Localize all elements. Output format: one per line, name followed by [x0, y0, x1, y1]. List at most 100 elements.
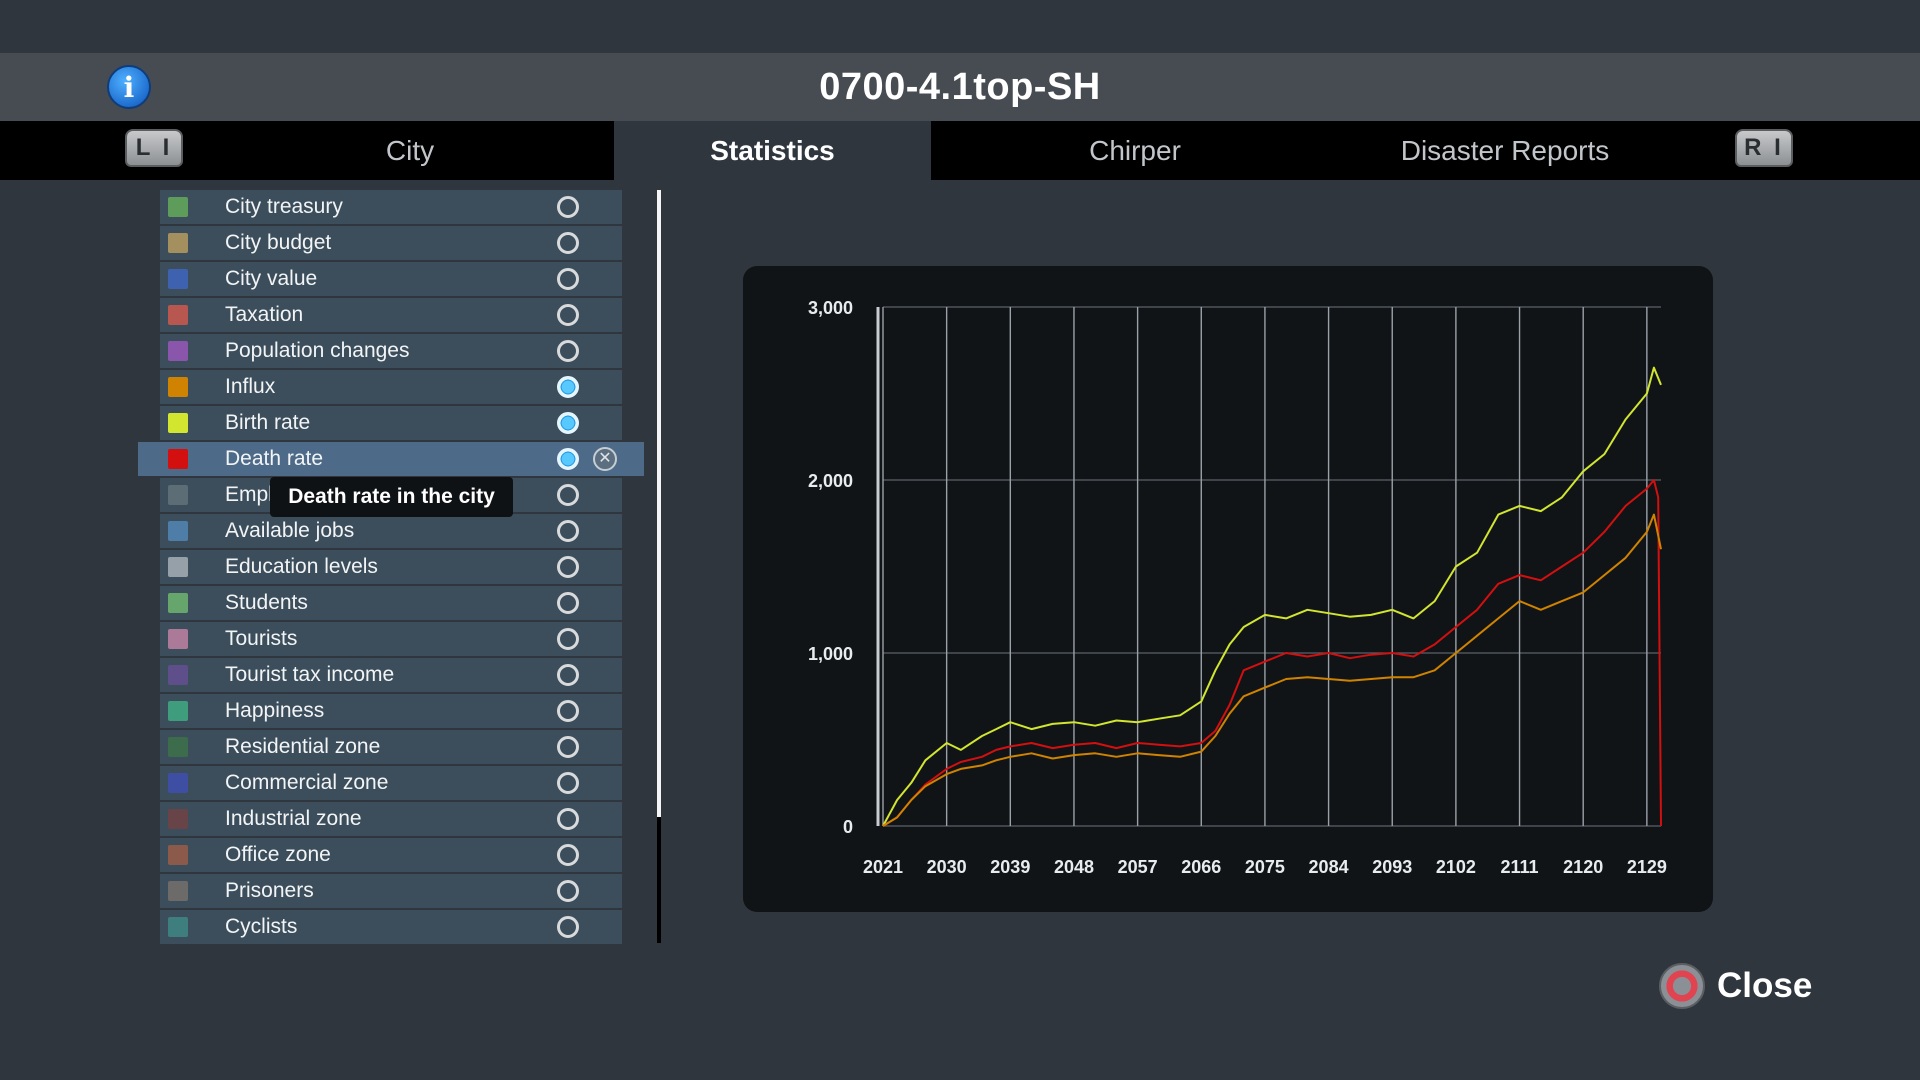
- toggle-radio[interactable]: [557, 340, 579, 362]
- color-swatch: [168, 845, 188, 865]
- stat-label: City value: [225, 267, 318, 290]
- stat-label: Industrial zone: [225, 807, 362, 830]
- stat-row[interactable]: Birth rate: [160, 406, 622, 440]
- toggle-radio[interactable]: [557, 916, 579, 938]
- stat-label: Available jobs: [225, 519, 355, 542]
- stat-row[interactable]: Prisoners: [160, 874, 622, 908]
- stat-label: Cyclists: [225, 915, 298, 938]
- stat-label: City treasury: [225, 195, 343, 218]
- toggle-radio[interactable]: [557, 844, 579, 866]
- color-swatch: [168, 593, 188, 613]
- toggle-radio[interactable]: [557, 880, 579, 902]
- stat-row[interactable]: Education levels: [160, 550, 622, 584]
- stat-row[interactable]: Death rate ✕: [138, 442, 644, 476]
- toggle-radio[interactable]: [557, 772, 579, 794]
- tooltip: Death rate in the city: [270, 477, 513, 517]
- stat-label: Taxation: [225, 303, 304, 326]
- x-tick-label: 2120: [1563, 857, 1603, 877]
- stat-label: Prisoners: [225, 879, 314, 902]
- x-tick-label: 2057: [1118, 857, 1158, 877]
- x-tick-label: 2102: [1436, 857, 1476, 877]
- x-tick-label: 2021: [863, 857, 903, 877]
- remove-icon[interactable]: ✕: [593, 447, 617, 471]
- statistics-list: City treasury City budget City value Taxati…: [138, 190, 644, 946]
- stat-row[interactable]: Taxation: [160, 298, 622, 332]
- toggle-radio[interactable]: [557, 484, 579, 506]
- stat-row[interactable]: Students: [160, 586, 622, 620]
- stat-label: Tourists: [225, 627, 298, 650]
- color-swatch: [168, 773, 188, 793]
- toggle-radio[interactable]: [557, 628, 579, 650]
- close-label: Close: [1717, 966, 1813, 1005]
- color-swatch: [168, 233, 188, 253]
- close-button[interactable]: Close: [1659, 961, 1812, 1011]
- stat-row[interactable]: City budget: [160, 226, 622, 260]
- color-swatch: [168, 413, 188, 433]
- color-swatch: [168, 197, 188, 217]
- toggle-radio[interactable]: [557, 448, 579, 470]
- toggle-radio[interactable]: [557, 736, 579, 758]
- y-tick-label: 0: [843, 817, 853, 837]
- stat-row[interactable]: Population changes: [160, 334, 622, 368]
- stat-row[interactable]: Office zone: [160, 838, 622, 872]
- statistics-chart: 0 1,000 2,000 3,000 2021 2030 2039 2048 2057 2066…: [808, 298, 1667, 877]
- stat-label: Students: [225, 591, 308, 614]
- y-tick-label: 1,000: [808, 644, 853, 664]
- tab-statistics[interactable]: Statistics: [614, 121, 931, 180]
- stat-label: Death rate: [225, 447, 324, 470]
- stat-row[interactable]: Cyclists: [160, 910, 622, 944]
- color-swatch: [168, 917, 188, 937]
- toggle-radio[interactable]: [557, 196, 579, 218]
- toggle-radio[interactable]: [557, 664, 579, 686]
- stat-row[interactable]: Industrial zone: [160, 802, 622, 836]
- right-shoulder-button[interactable]: R I: [1735, 129, 1793, 167]
- stat-label: Birth rate: [225, 411, 311, 434]
- stat-row[interactable]: Happiness: [160, 694, 622, 728]
- x-tick-label: 2111: [1501, 857, 1539, 877]
- tab-city[interactable]: City: [385, 134, 435, 166]
- page-title: 0700-4.1top-SH: [819, 65, 1101, 108]
- y-tick-label: 2,000: [808, 471, 853, 491]
- toggle-radio[interactable]: [557, 268, 579, 290]
- stat-row[interactable]: Commercial zone: [160, 766, 622, 800]
- toggle-radio[interactable]: [557, 412, 579, 434]
- tab-chirper[interactable]: Chirper: [1089, 134, 1181, 166]
- left-shoulder-button[interactable]: L I: [125, 129, 183, 167]
- toggle-radio[interactable]: [557, 700, 579, 722]
- toggle-radio[interactable]: [557, 592, 579, 614]
- x-tick-label: 2030: [927, 857, 967, 877]
- stat-row[interactable]: Available jobs: [160, 514, 622, 548]
- info-glyph: i: [123, 70, 135, 104]
- chart-panel: 0 1,000 2,000 3,000 2021 2030 2039 2048 2057 2066…: [743, 266, 1713, 912]
- circle-button-icon: [1659, 963, 1705, 1009]
- color-swatch: [168, 701, 188, 721]
- toggle-radio[interactable]: [557, 556, 579, 578]
- color-swatch: [168, 629, 188, 649]
- scrollbar-thumb[interactable]: [657, 190, 661, 817]
- toggle-radio[interactable]: [557, 232, 579, 254]
- stat-row[interactable]: Influx: [160, 370, 622, 404]
- stat-row[interactable]: Residential zone: [160, 730, 622, 764]
- x-tick-label: 2039: [990, 857, 1030, 877]
- list-scrollbar[interactable]: [657, 190, 661, 943]
- stat-row[interactable]: Tourists: [160, 622, 622, 656]
- x-tick-label: 2048: [1054, 857, 1094, 877]
- color-swatch: [168, 305, 188, 325]
- stat-label: Office zone: [225, 843, 331, 866]
- stat-label: Education levels: [225, 555, 378, 578]
- toggle-radio[interactable]: [557, 520, 579, 542]
- series-line: [882, 513, 1662, 827]
- info-icon[interactable]: i: [107, 65, 151, 109]
- stat-row[interactable]: Tourist tax income: [160, 658, 622, 692]
- x-tick-label: 2075: [1245, 857, 1285, 877]
- stat-row[interactable]: City value: [160, 262, 622, 296]
- tab-disaster-reports[interactable]: Disaster Reports: [1400, 134, 1610, 166]
- stat-label: Residential zone: [225, 735, 381, 758]
- stat-row[interactable]: City treasury: [160, 190, 622, 224]
- color-swatch: [168, 557, 188, 577]
- title-bar: i 0700-4.1top-SH: [0, 53, 1920, 121]
- toggle-radio[interactable]: [557, 376, 579, 398]
- toggle-radio[interactable]: [557, 808, 579, 830]
- tab-bar: L I City Statistics Chirper Disaster Rep…: [0, 121, 1920, 180]
- toggle-radio[interactable]: [557, 304, 579, 326]
